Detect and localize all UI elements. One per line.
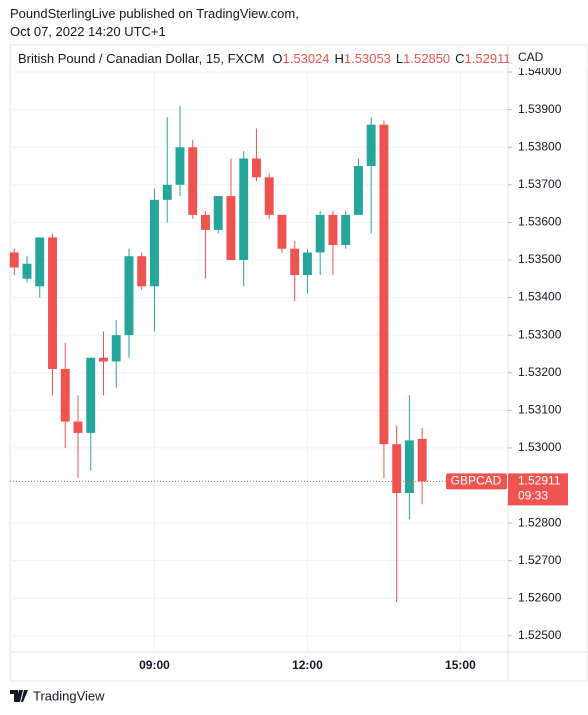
candle-body bbox=[48, 237, 57, 369]
ohlc-key: H bbox=[335, 51, 344, 66]
x-tick-label: 15:00 bbox=[445, 658, 476, 672]
symbol-name: GBPCAD bbox=[451, 474, 502, 488]
candle-body bbox=[150, 199, 159, 287]
instrument-title: British Pound / Canadian Dollar, 15, FXC… bbox=[18, 51, 264, 66]
candle-body bbox=[213, 196, 223, 230]
candle-body bbox=[162, 184, 172, 200]
ohlc-value: 1.53024 bbox=[283, 51, 330, 66]
candle-body bbox=[353, 166, 363, 215]
ohlc-value: 1.53053 bbox=[344, 51, 391, 66]
candle-body bbox=[60, 368, 70, 422]
candle-body bbox=[137, 256, 147, 287]
candle-body bbox=[379, 124, 389, 445]
candle-body bbox=[200, 214, 210, 230]
chart-frame bbox=[9, 44, 588, 682]
y-axis-label: CAD bbox=[518, 50, 544, 64]
y-tick-label: 1.52800 bbox=[518, 515, 562, 529]
timestamp: Oct 07, 2022 14:20 UTC+1 bbox=[10, 24, 166, 39]
y-tick-label: 1.52600 bbox=[518, 590, 562, 604]
candle-body bbox=[9, 252, 19, 268]
y-tick-label: 1.53000 bbox=[518, 440, 562, 454]
candle-body bbox=[226, 196, 236, 260]
ohlc-value: 1.52911... bbox=[465, 51, 522, 66]
legend: British Pound / Canadian Dollar, 15, FXC… bbox=[18, 51, 521, 66]
countdown: 09:33 bbox=[518, 489, 548, 503]
price-label: 1.52911 bbox=[518, 474, 561, 488]
candle-body bbox=[35, 237, 45, 287]
price-badge bbox=[508, 473, 568, 506]
axis-label-bg bbox=[509, 46, 587, 68]
candle-body bbox=[404, 440, 414, 494]
y-tick-label: 1.53800 bbox=[518, 139, 562, 153]
candle-body bbox=[366, 124, 376, 167]
candle-body bbox=[341, 214, 351, 245]
candle-body bbox=[264, 177, 274, 215]
symbol-badge bbox=[446, 473, 507, 490]
x-tick-label: 09:00 bbox=[139, 658, 170, 672]
legend-bg bbox=[11, 50, 507, 70]
y-tick-label: 1.53600 bbox=[518, 215, 562, 229]
y-tick-label: 1.53700 bbox=[518, 177, 562, 191]
y-tick-label: 1.52700 bbox=[518, 553, 562, 567]
candle-body bbox=[175, 147, 185, 185]
x-tick-label: 12:00 bbox=[292, 658, 323, 672]
y-tick-label: 1.52500 bbox=[518, 628, 562, 642]
y-tick-label: 1.53300 bbox=[518, 327, 562, 341]
ohlc-value: 1.52850 bbox=[403, 51, 450, 66]
candle-body bbox=[124, 256, 134, 336]
candle-body bbox=[86, 357, 96, 433]
candle-body bbox=[277, 214, 287, 249]
ohlc-key: O bbox=[272, 51, 282, 66]
brand: TradingView bbox=[33, 688, 105, 703]
y-tick-label: 1.53900 bbox=[518, 102, 562, 116]
candle-body bbox=[188, 147, 198, 215]
candle-body bbox=[239, 158, 249, 260]
y-tick-label: 1.53100 bbox=[518, 402, 562, 416]
candle-body bbox=[99, 357, 108, 362]
y-tick-label: 1.53500 bbox=[518, 252, 562, 266]
candle-body bbox=[22, 263, 32, 279]
ohlc-key: L bbox=[396, 51, 403, 66]
y-tick-label: 1.53400 bbox=[518, 290, 562, 304]
ohlc-key: C bbox=[455, 51, 464, 66]
publisher: PoundSterlingLive published on TradingVi… bbox=[10, 6, 299, 21]
y-tick-label: 1.53200 bbox=[518, 365, 562, 379]
candle-body bbox=[392, 444, 402, 494]
candle-body bbox=[417, 438, 427, 482]
candle-body bbox=[302, 252, 312, 276]
candle-body bbox=[73, 421, 83, 433]
candle-body bbox=[290, 248, 300, 276]
candle-body bbox=[315, 214, 325, 253]
candle-body bbox=[111, 335, 121, 362]
candle-body bbox=[251, 158, 261, 178]
tv-logo bbox=[10, 690, 28, 702]
candle-body bbox=[328, 214, 338, 245]
